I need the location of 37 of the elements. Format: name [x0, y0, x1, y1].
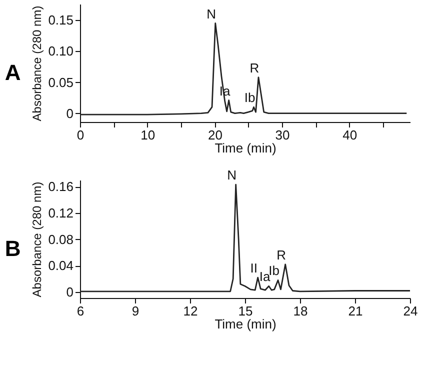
x-tick-label: 15	[238, 304, 253, 318]
y-tick-label: 0.12	[48, 205, 74, 220]
x-axis-title: Time (min)	[214, 140, 276, 156]
x-tick-label: 12	[183, 304, 198, 318]
x-tick-label: 0	[76, 128, 84, 142]
line-series	[80, 22, 408, 116]
y-tick-label: 0.16	[48, 179, 74, 194]
y-tick-label: 0	[66, 106, 74, 121]
y-axis-title: Absorbance (280 nm)	[30, 6, 44, 122]
annotation: II	[250, 260, 258, 276]
annotation: Ib	[244, 90, 256, 106]
x-tick-label: 6	[76, 304, 84, 318]
y-tick-label: 0	[66, 284, 74, 300]
text: A	[4, 60, 21, 85]
annotation: Ib	[268, 263, 280, 278]
x-tick-label: 18	[293, 304, 308, 318]
text: B	[4, 236, 21, 261]
annotation: R	[276, 247, 286, 262]
y-tick-label: 0.15	[48, 12, 74, 28]
annotation: N	[206, 6, 216, 22]
x-tick-label: 10	[140, 128, 156, 142]
y-axis-title: Absorbance (280 nm)	[30, 182, 44, 298]
x-tick-label: 30	[275, 128, 290, 142]
line-series	[80, 184, 410, 292]
x-tick-label: 24	[403, 304, 418, 318]
y-tick-label: 0.08	[48, 232, 74, 247]
x-axis-title: Time (min)	[214, 316, 276, 332]
annotation: R	[250, 60, 260, 76]
y-tick-label: 0.10	[48, 44, 74, 59]
x-tick-label: 40	[342, 128, 358, 142]
x-tick-label: 20	[208, 128, 222, 142]
x-tick-label: 21	[348, 304, 363, 318]
y-tick-label: 0.04	[48, 258, 74, 274]
annotation: Ia	[259, 269, 272, 284]
annotation: N	[227, 168, 237, 183]
y-tick-label: 0.05	[48, 74, 74, 90]
x-tick-label: 9	[132, 304, 140, 318]
